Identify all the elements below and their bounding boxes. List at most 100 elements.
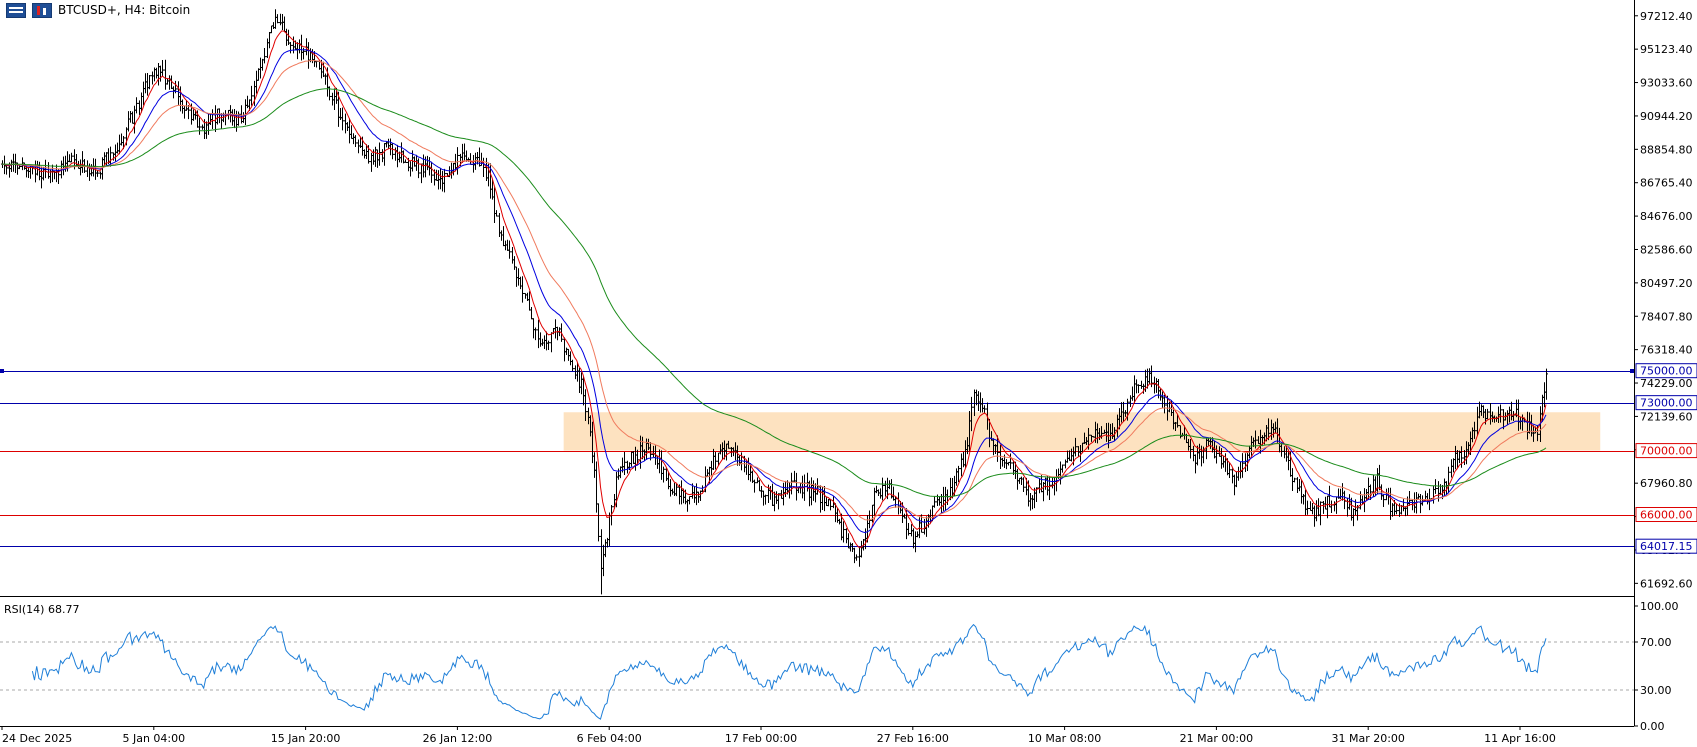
ohlc-bar: [1215, 445, 1218, 464]
ohlc-bar: [977, 391, 980, 412]
ohlc-bar: [1376, 468, 1379, 495]
ohlc-bar: [519, 276, 522, 290]
ohlc-bar: [168, 75, 171, 90]
ohlc-bar: [378, 142, 381, 166]
ohlc-bar: [404, 159, 407, 163]
price-tick-label: 72139.60: [1640, 410, 1693, 423]
ohlc-bar: [1452, 458, 1455, 473]
ohlc-bar: [660, 450, 663, 480]
level-tag-label-0: 75000.00: [1640, 365, 1693, 378]
price-tick-label: 82586.60: [1640, 243, 1693, 256]
ohlc-bar: [1460, 446, 1463, 468]
price-tick-label: 61692.60: [1640, 577, 1693, 590]
ohlc-bar: [842, 521, 845, 543]
ohlc-bar: [391, 142, 394, 160]
ohlc-bar: [914, 531, 917, 553]
ohlc-bar: [1016, 468, 1019, 490]
time-tick-label: 10 Mar 08:00: [1028, 732, 1101, 745]
ohlc-bar: [1140, 380, 1143, 389]
ohlc-bar: [315, 60, 318, 68]
ohlc-bar: [816, 478, 819, 495]
ohlc-bars: [1, 9, 1548, 595]
ohlc-bar: [1280, 442, 1283, 457]
ohlc-bar: [1473, 421, 1476, 439]
ohlc-bar: [1059, 461, 1062, 485]
ohlc-bar: [266, 38, 269, 59]
ohlc-bar: [478, 147, 481, 167]
level-handle-left: [0, 369, 4, 373]
ohlc-bar: [263, 48, 266, 64]
ohlc-bar: [563, 337, 566, 362]
ohlc-bar: [1001, 457, 1004, 467]
moving-average-8: [1, 30, 1547, 548]
ohlc-bar: [775, 491, 778, 504]
ohlc-bar: [790, 472, 793, 495]
ohlc-bar: [907, 522, 910, 536]
ohlc-bar: [1298, 479, 1301, 492]
ohlc-bar: [1194, 454, 1197, 474]
moving-average-20: [1, 48, 1547, 534]
time-tick-label: 21 Mar 00:00: [1180, 732, 1253, 745]
level-tag-box-3: [1635, 507, 1697, 523]
ohlc-bar: [541, 338, 544, 346]
ohlc-bar: [114, 144, 117, 162]
ohlc-bar: [658, 449, 661, 474]
ohlc-bar: [1189, 438, 1192, 459]
ohlc-bar: [1051, 477, 1054, 489]
ohlc-bar: [283, 16, 286, 33]
ohlc-bar: [777, 493, 780, 510]
ohlc-bar: [142, 81, 145, 106]
ohlc-bar: [556, 326, 559, 341]
ohlc-bar: [1048, 476, 1051, 501]
ohlc-bar: [1378, 464, 1381, 491]
ohlc-bar: [381, 149, 384, 163]
ohlc-bar: [975, 389, 978, 406]
ohlc-bar: [858, 547, 861, 567]
price-tick-label: 88854.80: [1640, 143, 1693, 156]
ohlc-bar: [944, 486, 947, 511]
ohlc-bar: [632, 451, 635, 464]
time-tick-label: 27 Feb 16:00: [877, 732, 949, 745]
ohlc-bar: [1267, 418, 1270, 441]
ohlc-bar: [68, 154, 71, 163]
menu-icon[interactable]: [6, 2, 26, 18]
ohlc-bar: [619, 466, 622, 479]
ohlc-bar: [231, 109, 234, 126]
ohlc-bar: [296, 42, 299, 60]
ohlc-bar: [1244, 453, 1247, 472]
ohlc-bar: [812, 480, 815, 501]
ohlc-bar: [1228, 462, 1231, 479]
ohlc-bar: [780, 489, 783, 499]
ohlc-bar: [758, 479, 761, 492]
ohlc-bar: [1363, 488, 1366, 513]
ohlc-bar: [1309, 501, 1312, 512]
one-click-trading-icon[interactable]: [32, 2, 52, 18]
ohlc-bar: [300, 34, 303, 61]
ohlc-bar: [508, 240, 511, 259]
ohlc-bar: [960, 453, 963, 477]
ohlc-bar: [675, 483, 678, 497]
ohlc-bar: [183, 105, 186, 119]
ohlc-bar: [530, 307, 533, 320]
ohlc-bar: [710, 460, 713, 476]
level-tag-label-3: 66000.00: [1640, 509, 1693, 522]
ohlc-bar: [177, 81, 180, 105]
ohlc-bar: [1322, 500, 1325, 514]
moving-average-100: [2, 88, 1547, 498]
ohlc-bar: [493, 187, 496, 224]
ohlc-bar: [1009, 453, 1012, 469]
ohlc-bar: [387, 138, 390, 149]
ohlc-bar: [18, 165, 21, 170]
ohlc-bar: [307, 42, 310, 69]
ohlc-bar: [879, 488, 882, 499]
rsi-label: RSI(14) 68.77: [4, 603, 80, 616]
ohlc-bar: [435, 169, 438, 181]
ohlc-bar: [144, 73, 147, 94]
ohlc-bar: [131, 111, 134, 124]
ohlc-bar: [894, 496, 897, 508]
ohlc-bar: [686, 499, 689, 512]
ohlc-bar: [849, 542, 852, 552]
ohlc-bar: [855, 554, 858, 561]
ohlc-bar: [172, 86, 175, 99]
